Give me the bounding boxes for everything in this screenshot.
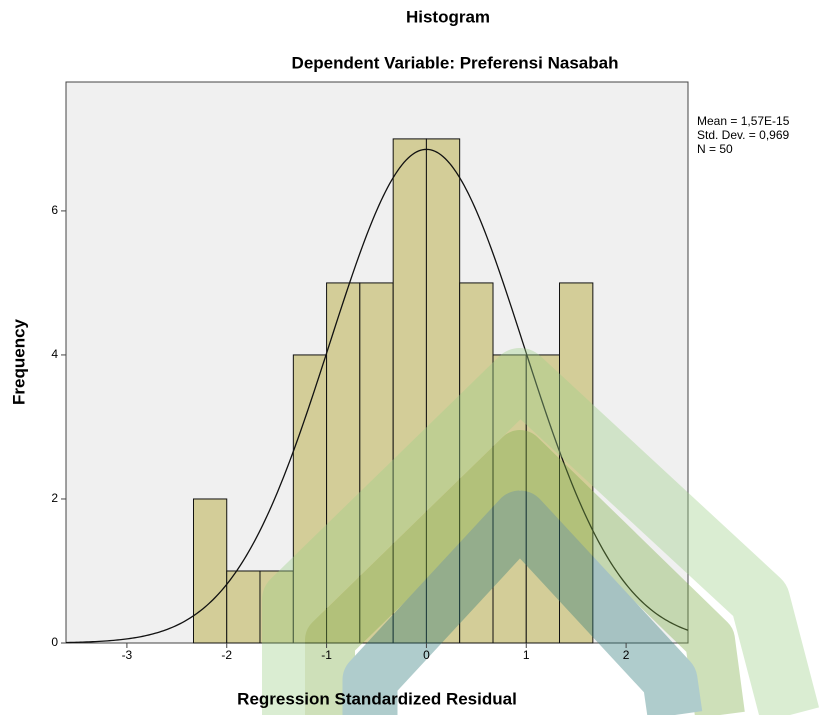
y-tick-label: 2 — [51, 491, 58, 505]
y-tick-label: 0 — [51, 635, 58, 649]
y-tick-label: 4 — [51, 347, 58, 361]
y-tick-label: 6 — [51, 203, 58, 217]
x-tick-label: -2 — [221, 648, 232, 662]
x-axis-label: Regression Standardized Residual — [237, 689, 517, 708]
chart: Histogram Dependent Variable: Preferensi… — [0, 0, 824, 715]
chart-subtitle: Dependent Variable: Preferensi Nasabah — [292, 53, 619, 72]
bar — [227, 571, 260, 643]
x-tick-label: 2 — [623, 648, 630, 662]
x-tick-label: -3 — [122, 648, 133, 662]
stat-n: N = 50 — [697, 142, 733, 156]
x-tick-label: -1 — [321, 648, 332, 662]
x-tick-label: 0 — [423, 648, 430, 662]
chart-title: Histogram — [406, 7, 490, 26]
x-tick-label: 1 — [523, 648, 530, 662]
stat-mean: Mean = 1,57E-15 — [697, 114, 790, 128]
y-axis-label: Frequency — [9, 318, 28, 405]
stat-sd: Std. Dev. = 0,969 — [697, 128, 789, 142]
bar — [193, 499, 226, 643]
